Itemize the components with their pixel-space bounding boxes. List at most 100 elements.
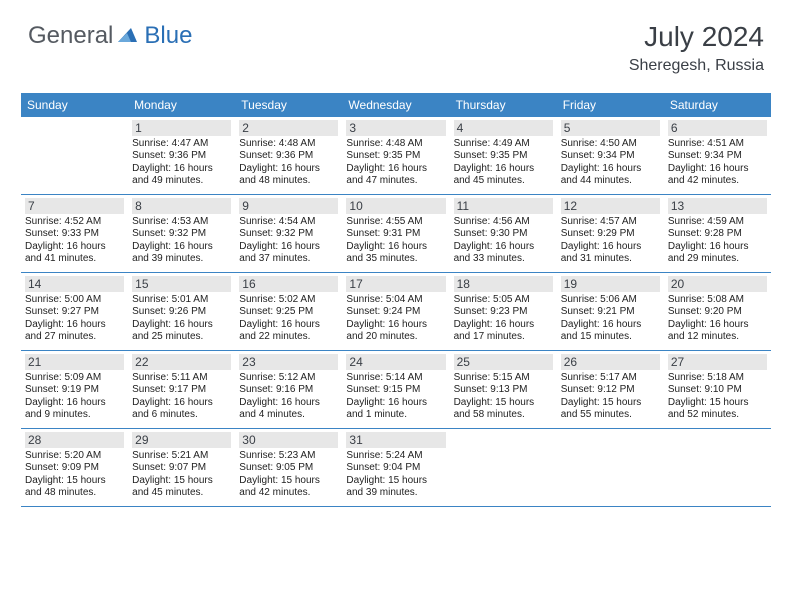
sunrise-line: Sunrise: 4:49 AM (454, 138, 553, 151)
sunrise-line: Sunrise: 5:04 AM (346, 294, 445, 307)
day-number: 7 (25, 198, 124, 214)
calendar-day-cell: 1Sunrise: 4:47 AMSunset: 9:36 PMDaylight… (128, 117, 235, 194)
day-number: 10 (346, 198, 445, 214)
calendar-day-cell: 20Sunrise: 5:08 AMSunset: 9:20 PMDayligh… (664, 273, 771, 350)
weekday-header: Tuesday (235, 93, 342, 117)
day-number: 13 (668, 198, 767, 214)
sunrise-line: Sunrise: 5:24 AM (346, 450, 445, 463)
sunset-line: Sunset: 9:09 PM (25, 462, 124, 475)
day-number: 18 (454, 276, 553, 292)
day-number: 8 (132, 198, 231, 214)
calendar-day-cell: 4Sunrise: 4:49 AMSunset: 9:35 PMDaylight… (450, 117, 557, 194)
sunrise-line: Sunrise: 5:09 AM (25, 372, 124, 385)
day-number: 30 (239, 432, 338, 448)
day-number: 5 (561, 120, 660, 136)
weekday-header: Wednesday (342, 93, 449, 117)
day-number: 17 (346, 276, 445, 292)
calendar-day-cell: 18 Sunrise: 5:05 AMSunset: 9:23 PMDayligh… (450, 273, 557, 350)
sunrise-line: Sunrise: 5:12 AM (239, 372, 338, 385)
sunrise-line: Sunrise: 4:48 AM (346, 138, 445, 151)
sunset-line: Sunset: 9:24 PM (346, 306, 445, 319)
calendar-day-cell: 7Sunrise: 4:52 AMSunset: 9:33 PMDaylight… (21, 195, 128, 272)
calendar-day-cell: 14Sunrise: 5:00 AMSunset: 9:27 PMDayligh… (21, 273, 128, 350)
calendar-day-cell (664, 429, 771, 506)
daylight-line: Daylight: 15 hours and 39 minutes. (346, 475, 445, 500)
day-number: 1 (132, 120, 231, 136)
day-number: 25 (454, 354, 553, 370)
daylight-line: Daylight: 16 hours and 6 minutes. (132, 397, 231, 422)
sunrise-line: Sunrise: 4:48 AM (239, 138, 338, 151)
daylight-line: Daylight: 15 hours and 58 minutes. (454, 397, 553, 422)
day-number: 21 (25, 354, 124, 370)
sunset-line: Sunset: 9:34 PM (668, 150, 767, 163)
calendar-week-row: 21Sunrise: 5:09 AMSunset: 9:19 PMDayligh… (21, 351, 771, 429)
sunset-line: Sunset: 9:04 PM (346, 462, 445, 475)
daylight-line: Daylight: 15 hours and 45 minutes. (132, 475, 231, 500)
daylight-line: Daylight: 16 hours and 35 minutes. (346, 241, 445, 266)
calendar-body: 1Sunrise: 4:47 AMSunset: 9:36 PMDaylight… (21, 117, 771, 507)
daylight-line: Daylight: 16 hours and 44 minutes. (561, 163, 660, 188)
sunrise-line: Sunrise: 4:52 AM (25, 216, 124, 229)
sunrise-line: Sunrise: 4:59 AM (668, 216, 767, 229)
calendar-day-cell: 16Sunrise: 5:02 AMSunset: 9:25 PMDayligh… (235, 273, 342, 350)
calendar-day-cell: 9Sunrise: 4:54 AMSunset: 9:32 PMDaylight… (235, 195, 342, 272)
calendar-day-cell: 12Sunrise: 4:57 AMSunset: 9:29 PMDayligh… (557, 195, 664, 272)
calendar-day-cell: 17 Sunrise: 5:04 AMSunset: 9:24 PMDayligh… (342, 273, 449, 350)
sunset-line: Sunset: 9:27 PM (25, 306, 124, 319)
daylight-line: Daylight: 16 hours and 48 minutes. (239, 163, 338, 188)
daylight-line: Daylight: 16 hours and 1 minute. (346, 397, 445, 422)
daylight-line: Daylight: 16 hours and 37 minutes. (239, 241, 338, 266)
sunset-line: Sunset: 9:13 PM (454, 384, 553, 397)
calendar-day-cell (450, 429, 557, 506)
sunrise-line: Sunrise: 5:21 AM (132, 450, 231, 463)
daylight-line: Daylight: 16 hours and 20 minutes. (346, 319, 445, 344)
calendar: Sunday Monday Tuesday Wednesday Thursday… (21, 93, 771, 507)
day-number: 23 (239, 354, 338, 370)
sunrise-line: Sunrise: 5:05 AM (454, 294, 553, 307)
sunset-line: Sunset: 9:32 PM (132, 228, 231, 241)
sunrise-line: Sunrise: 5:15 AM (454, 372, 553, 385)
day-number: 20 (668, 276, 767, 292)
calendar-day-cell: 2Sunrise: 4:48 AMSunset: 9:36 PMDaylight… (235, 117, 342, 194)
day-number: 28 (25, 432, 124, 448)
daylight-line: Daylight: 16 hours and 17 minutes. (454, 319, 553, 344)
sunset-line: Sunset: 9:16 PM (239, 384, 338, 397)
calendar-week-row: 1Sunrise: 4:47 AMSunset: 9:36 PMDaylight… (21, 117, 771, 195)
sunrise-line: Sunrise: 5:14 AM (346, 372, 445, 385)
sunrise-line: Sunrise: 5:08 AM (668, 294, 767, 307)
day-number: 14 (25, 276, 124, 292)
sunset-line: Sunset: 9:36 PM (239, 150, 338, 163)
brand-part1: General (28, 22, 113, 50)
sunset-line: Sunset: 9:07 PM (132, 462, 231, 475)
title-block: July 2024 Sheregesh, Russia (629, 22, 764, 75)
sunrise-line: Sunrise: 5:17 AM (561, 372, 660, 385)
sunrise-line: Sunrise: 5:00 AM (25, 294, 124, 307)
location-label: Sheregesh, Russia (629, 57, 764, 75)
sunrise-line: Sunrise: 4:57 AM (561, 216, 660, 229)
sunrise-line: Sunrise: 4:56 AM (454, 216, 553, 229)
sunset-line: Sunset: 9:23 PM (454, 306, 553, 319)
day-number: 26 (561, 354, 660, 370)
weekday-header-row: Sunday Monday Tuesday Wednesday Thursday… (21, 93, 771, 117)
day-number: 27 (668, 354, 767, 370)
sunset-line: Sunset: 9:36 PM (132, 150, 231, 163)
logo-triangle-icon (118, 22, 138, 50)
calendar-day-cell: 21Sunrise: 5:09 AMSunset: 9:19 PMDayligh… (21, 351, 128, 428)
day-number: 24 (346, 354, 445, 370)
sunset-line: Sunset: 9:20 PM (668, 306, 767, 319)
daylight-line: Daylight: 16 hours and 25 minutes. (132, 319, 231, 344)
calendar-day-cell: 23 Sunrise: 5:12 AMSunset: 9:16 PMDayligh… (235, 351, 342, 428)
calendar-day-cell: 28Sunrise: 5:20 AMSunset: 9:09 PMDayligh… (21, 429, 128, 506)
daylight-line: Daylight: 16 hours and 42 minutes. (668, 163, 767, 188)
sunrise-line: Sunrise: 5:20 AM (25, 450, 124, 463)
daylight-line: Daylight: 16 hours and 4 minutes. (239, 397, 338, 422)
daylight-line: Daylight: 16 hours and 49 minutes. (132, 163, 231, 188)
day-number: 3 (346, 120, 445, 136)
sunrise-line: Sunrise: 4:54 AM (239, 216, 338, 229)
page-header: General Blue July 2024 Sheregesh, Russia (0, 0, 792, 83)
day-number: 22 (132, 354, 231, 370)
calendar-day-cell: 5Sunrise: 4:50 AMSunset: 9:34 PMDaylight… (557, 117, 664, 194)
sunrise-line: Sunrise: 5:02 AM (239, 294, 338, 307)
day-number: 31 (346, 432, 445, 448)
daylight-line: Daylight: 16 hours and 9 minutes. (25, 397, 124, 422)
